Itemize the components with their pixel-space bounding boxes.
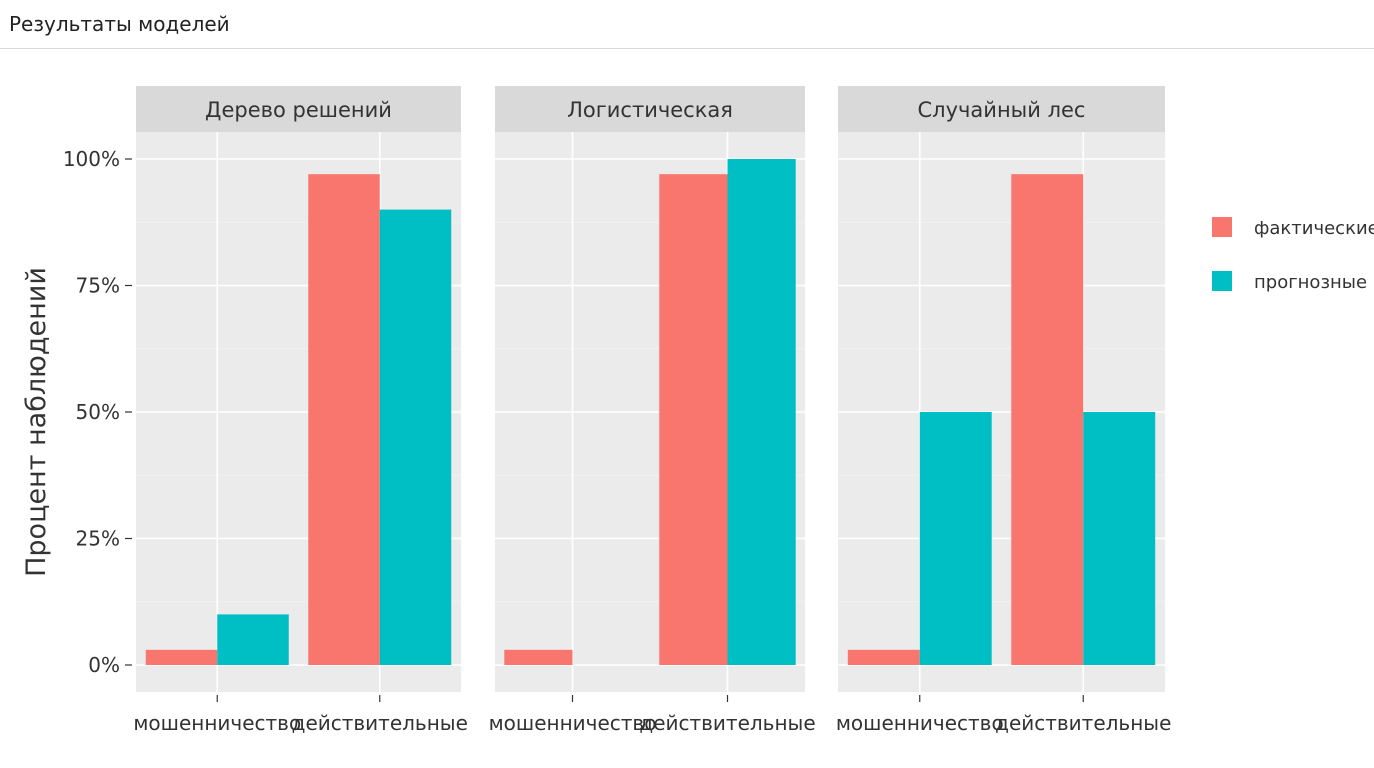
bar-actual [145, 649, 218, 665]
page-title: Результаты моделей [9, 12, 230, 36]
y-tick-label: 75% [76, 274, 120, 298]
y-tick-label: 100% [63, 147, 120, 171]
x-tick-label: действительные [995, 711, 1171, 735]
bar-predicted [919, 412, 992, 665]
x-tick-label: мошенничество [133, 711, 301, 735]
y-axis-label: Процент наблюдений [21, 267, 52, 577]
x-tick-label: мошенничество [836, 711, 1004, 735]
panel-strip [136, 86, 461, 132]
bar-predicted [1083, 412, 1156, 665]
y-tick-label: 50% [76, 400, 120, 424]
bar-predicted [727, 159, 796, 665]
bar-actual [1011, 174, 1084, 665]
faceted-bar-chart: Процент наблюдений 0% 25% 50% 75% 100% Дерево … [21, 86, 1374, 735]
y-tick-label: 25% [76, 527, 120, 551]
panel-title: Дерево решений [205, 98, 392, 122]
x-tick-label: мошенничество [489, 711, 657, 735]
legend-label: фактические [1254, 218, 1374, 239]
bar-predicted [379, 209, 452, 665]
page-header: Результаты моделей [0, 0, 1374, 49]
y-tick-label: 0% [88, 653, 120, 677]
panel-title: Случайный лес [918, 98, 1086, 122]
panel-strip [495, 86, 805, 132]
legend-swatch [1212, 217, 1232, 237]
legend-label: прогнозные [1254, 272, 1367, 293]
x-tick-label: действительные [639, 711, 815, 735]
bar-actual [659, 174, 728, 665]
bar-actual [847, 649, 920, 665]
x-tick-label: действительные [292, 711, 468, 735]
bar-actual [308, 174, 380, 665]
bar-predicted [217, 614, 289, 665]
panel-title: Логистическая [567, 98, 733, 122]
bar-actual [504, 649, 573, 665]
legend-swatch [1212, 271, 1232, 291]
panel-strip [838, 86, 1165, 132]
